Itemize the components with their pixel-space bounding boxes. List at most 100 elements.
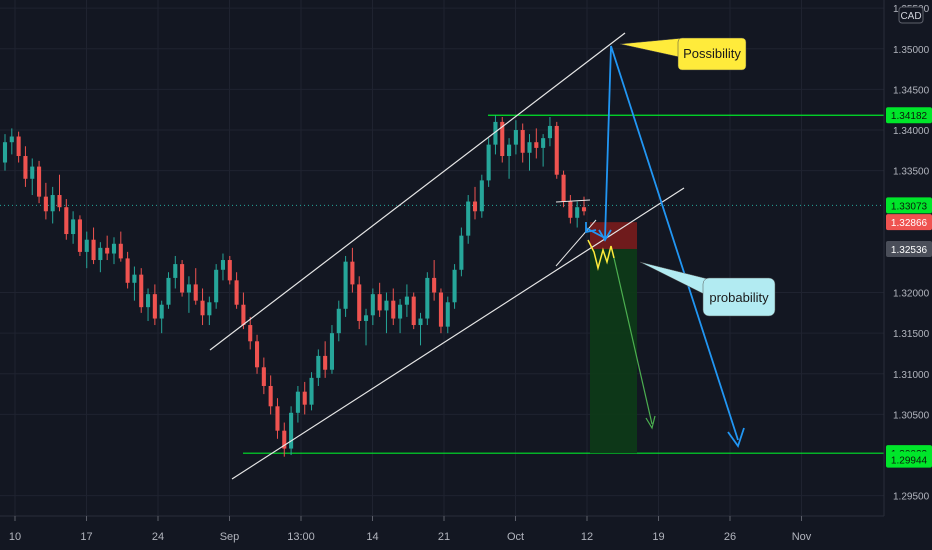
candle-body [220, 260, 226, 270]
candle-body [316, 355, 321, 378]
candle-body [411, 296, 416, 326]
candle-body [118, 243, 123, 259]
candle-body [493, 121, 498, 145]
candle-body [16, 136, 21, 157]
probability-callout-text: probability [709, 290, 769, 305]
candle-body [234, 280, 239, 305]
candle-body [139, 274, 144, 308]
candle-body [166, 277, 171, 305]
candle-body [554, 125, 559, 175]
candle-body [84, 239, 89, 252]
candle-body [275, 406, 280, 431]
candle-body [398, 304, 403, 319]
price-tag-box [886, 214, 932, 231]
candle-body [323, 355, 328, 370]
candle-body [64, 207, 69, 235]
x-tick-label: Sep [220, 531, 240, 543]
price-tag-label: 1.34182 [891, 111, 928, 122]
candle-body [513, 130, 518, 145]
candle-body [105, 247, 110, 254]
candle-body [363, 315, 369, 321]
candle-body [227, 260, 232, 281]
green-arrow-head [645, 415, 656, 430]
x-tick-label: 17 [80, 531, 92, 543]
possibility-callout-box [677, 37, 747, 71]
price-tag-box [886, 197, 932, 214]
candle-body [384, 300, 389, 311]
candles [2, 115, 587, 457]
candle-body [568, 201, 573, 218]
candle-body [254, 341, 260, 368]
candle-body [186, 284, 191, 293]
candle-body [459, 235, 464, 270]
candle-body [173, 264, 178, 278]
grid [0, 0, 884, 516]
price-tag-box [886, 451, 932, 468]
candle-body [541, 138, 546, 148]
candle-body [575, 207, 580, 218]
candle-body [357, 284, 362, 321]
candle-body [9, 136, 14, 143]
y-tick-label: 1.29500 [893, 492, 930, 503]
candle-body [520, 130, 525, 153]
candle-body [282, 430, 287, 449]
candle-body [125, 258, 130, 283]
x-tick-label: 14 [366, 531, 378, 543]
y-tick-label: 1.31000 [893, 370, 930, 381]
drawings [209, 32, 745, 480]
price-tag-label: 1.32536 [891, 245, 928, 256]
zigzag-path [587, 239, 615, 271]
blue-arrow-head-mid [598, 229, 612, 242]
x-tick-label: 10 [9, 531, 21, 543]
candle-body [23, 156, 28, 179]
candle-body [98, 247, 103, 261]
candle-body [91, 239, 96, 261]
price-axis-panel[interactable] [884, 0, 932, 516]
candle-body [507, 144, 512, 157]
candle-body [336, 308, 341, 334]
y-tick-label: 1.34000 [893, 126, 930, 137]
candle-body [30, 166, 35, 179]
candle-body [343, 261, 348, 309]
x-tick-label: 21 [438, 531, 450, 543]
candle-body [547, 125, 552, 139]
candle-body [180, 264, 185, 293]
candle-body [466, 201, 471, 236]
candle-body [581, 207, 587, 212]
candle-body [111, 243, 117, 254]
y-tick-label: 1.34500 [893, 85, 930, 96]
candle-body [486, 144, 491, 181]
candle-body [472, 201, 478, 212]
candle-body [268, 385, 273, 407]
candle-body [350, 261, 355, 285]
x-tick-label: 12 [581, 531, 593, 543]
candle-body [445, 302, 450, 327]
candle-body [159, 304, 164, 319]
candle-body [425, 277, 430, 319]
candle-body [404, 296, 409, 305]
y-tick-label: 1.30500 [893, 410, 930, 421]
currency-badge[interactable] [898, 6, 924, 24]
candle-body [289, 412, 294, 449]
candle-body [534, 142, 539, 148]
x-tick-label: 24 [152, 531, 164, 543]
candle-body [43, 196, 48, 212]
price-tags: 1.341821.330731.328661.325361.300231.299… [886, 107, 932, 468]
possibility-callout[interactable]: Possibility [619, 37, 747, 71]
x-tick-label: Nov [792, 531, 812, 543]
candle-body [241, 304, 246, 326]
candle-body [302, 391, 307, 405]
wedge-bottom-line [555, 219, 597, 267]
green-projection-line [613, 257, 653, 425]
blue-arrow-head-start [585, 222, 597, 234]
candle-body [295, 391, 300, 413]
x-tick-label: 19 [652, 531, 664, 543]
candle-body [418, 318, 423, 326]
take-profit-zone [590, 248, 637, 454]
time-axis-panel[interactable] [0, 516, 932, 550]
probability-callout[interactable]: probability [639, 261, 776, 317]
price-tag-box [886, 107, 932, 124]
candle-body [500, 121, 505, 157]
candle-body [2, 142, 8, 163]
